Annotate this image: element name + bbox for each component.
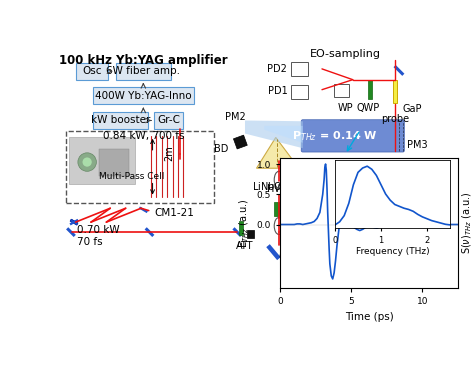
Text: kW booster: kW booster — [91, 116, 150, 125]
Bar — [99, 149, 129, 176]
Text: 400W Yb:YAG-Inno: 400W Yb:YAG-Inno — [95, 91, 192, 101]
Bar — [70, 219, 78, 225]
Text: PM2: PM2 — [225, 112, 246, 122]
X-axis label: Frequency (THz): Frequency (THz) — [356, 247, 430, 256]
FancyBboxPatch shape — [116, 63, 171, 80]
Text: Gr-C: Gr-C — [157, 116, 180, 125]
Bar — [232, 227, 242, 237]
Polygon shape — [245, 121, 303, 148]
Bar — [334, 83, 349, 97]
Bar — [234, 135, 247, 149]
Bar — [393, 80, 397, 103]
Circle shape — [78, 153, 96, 171]
FancyBboxPatch shape — [154, 112, 184, 129]
Bar — [139, 206, 148, 213]
Text: BD: BD — [214, 144, 228, 154]
Text: GaP: GaP — [403, 104, 422, 114]
FancyBboxPatch shape — [67, 131, 214, 203]
Text: QWP: QWP — [356, 103, 380, 113]
Text: PD1: PD1 — [268, 86, 287, 96]
Text: 6W fiber amp.: 6W fiber amp. — [106, 66, 180, 76]
X-axis label: Time (ps): Time (ps) — [345, 312, 393, 322]
Bar — [291, 85, 308, 99]
Bar — [291, 62, 308, 76]
Text: 2m: 2m — [165, 145, 175, 161]
Text: Multi-Pass Cell: Multi-Pass Cell — [99, 172, 164, 181]
Text: PM1: PM1 — [287, 172, 308, 182]
Bar — [394, 65, 405, 76]
Text: PM3: PM3 — [407, 140, 427, 150]
FancyBboxPatch shape — [93, 112, 148, 129]
Bar — [266, 244, 281, 260]
Bar — [66, 227, 76, 237]
Text: 0.70 kW
70 fs: 0.70 kW 70 fs — [77, 225, 120, 247]
Text: EO-sampling: EO-sampling — [310, 49, 380, 59]
Text: Gr: Gr — [279, 252, 291, 262]
Text: P$_{THz}$ = 0.14 W: P$_{THz}$ = 0.14 W — [292, 129, 378, 143]
Bar — [69, 137, 135, 184]
Bar — [239, 221, 244, 235]
Bar — [69, 219, 79, 225]
Polygon shape — [264, 126, 303, 143]
Text: HWP: HWP — [267, 184, 290, 194]
Text: LiNbO$_3$: LiNbO$_3$ — [252, 180, 287, 194]
FancyBboxPatch shape — [93, 87, 194, 104]
Text: WP: WP — [337, 103, 353, 113]
FancyBboxPatch shape — [301, 120, 405, 152]
Polygon shape — [256, 137, 299, 168]
Bar — [368, 80, 372, 99]
Text: PD2: PD2 — [268, 64, 287, 74]
Text: Osc: Osc — [82, 66, 101, 76]
Y-axis label: S($\nu$)$_{THz}$ (a.u.): S($\nu$)$_{THz}$ (a.u.) — [461, 192, 472, 255]
Text: probe: probe — [381, 114, 409, 124]
Y-axis label: E$_{THz}$ (a.u.): E$_{THz}$ (a.u.) — [237, 198, 251, 248]
Text: CM1-21: CM1-21 — [154, 208, 194, 218]
Text: 100 kHz Yb:YAG amplifier: 100 kHz Yb:YAG amplifier — [59, 54, 228, 67]
Circle shape — [83, 158, 92, 167]
Bar — [246, 230, 254, 237]
Text: ATT: ATT — [236, 241, 254, 251]
Bar — [70, 219, 78, 225]
Bar — [144, 227, 154, 237]
Text: 0.84 kW, 700 fs: 0.84 kW, 700 fs — [102, 131, 184, 141]
FancyBboxPatch shape — [76, 63, 108, 80]
Bar — [274, 202, 279, 216]
